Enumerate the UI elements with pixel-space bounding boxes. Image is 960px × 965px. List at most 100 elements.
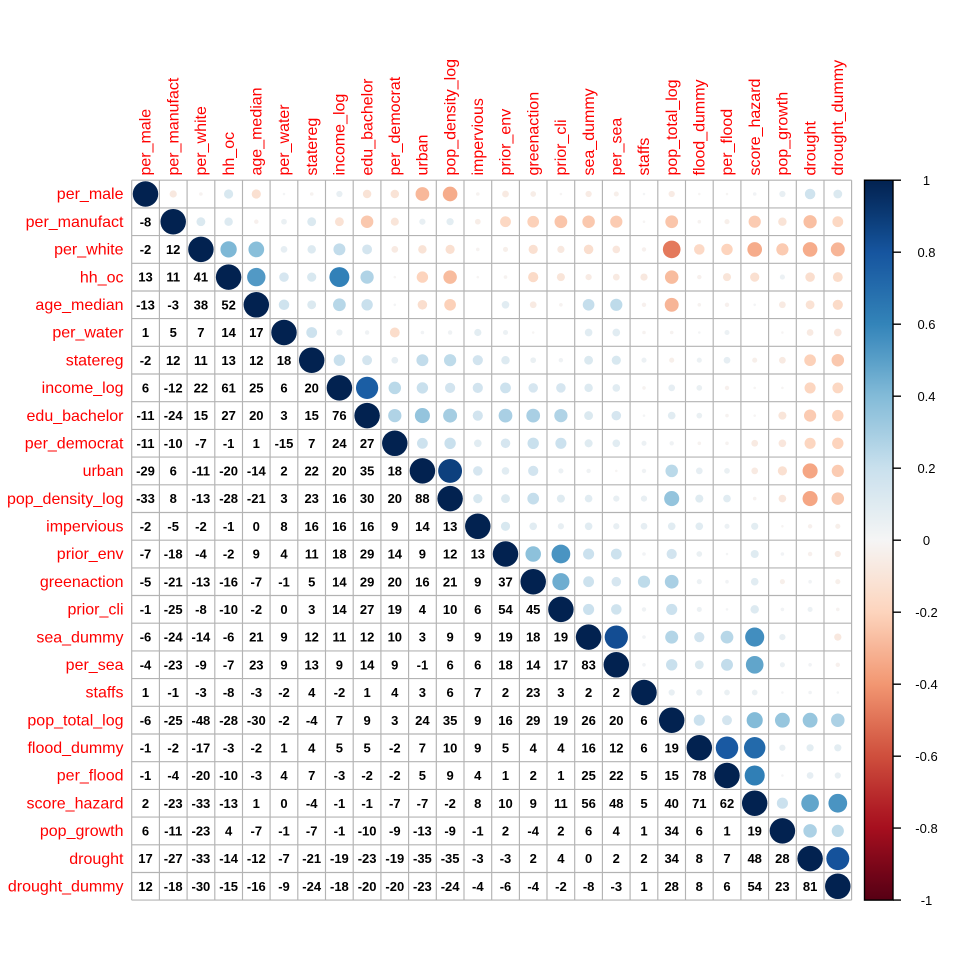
svg-text:5: 5 [170,325,177,340]
svg-text:38: 38 [194,297,208,312]
svg-text:35: 35 [360,464,374,479]
svg-text:2: 2 [530,768,537,783]
svg-text:6: 6 [723,879,730,894]
svg-text:27: 27 [360,602,374,617]
svg-text:18: 18 [498,657,512,672]
svg-text:11: 11 [333,630,347,645]
svg-text:0: 0 [923,533,930,548]
svg-text:52: 52 [221,297,235,312]
svg-text:-21: -21 [164,574,183,589]
svg-text:11: 11 [166,270,180,285]
svg-text:-2: -2 [167,740,179,755]
svg-text:hh_oc: hh_oc [221,132,238,176]
svg-text:-20: -20 [385,879,404,894]
svg-text:9: 9 [530,796,537,811]
svg-text:-3: -3 [223,740,235,755]
svg-text:5: 5 [363,740,370,755]
svg-text:-8: -8 [140,214,152,229]
svg-text:per_white: per_white [54,242,123,259]
svg-text:edu_bachelor: edu_bachelor [27,408,125,425]
svg-text:4: 4 [225,824,233,839]
svg-text:-12: -12 [247,851,266,866]
svg-text:16: 16 [498,713,512,728]
svg-text:1: 1 [923,173,930,188]
svg-text:9: 9 [446,768,453,783]
svg-text:flood_dummy: flood_dummy [27,740,123,757]
svg-text:7: 7 [336,713,343,728]
svg-text:6: 6 [474,657,481,672]
svg-text:7: 7 [308,436,315,451]
svg-text:urban: urban [415,135,432,176]
svg-text:score_hazard: score_hazard [747,79,764,176]
svg-text:-9: -9 [389,824,401,839]
svg-text:35: 35 [443,713,457,728]
svg-text:9: 9 [474,630,481,645]
svg-text:-25: -25 [164,602,183,617]
svg-text:7: 7 [474,685,481,700]
svg-text:per_sea: per_sea [609,118,626,176]
svg-text:2: 2 [502,685,509,700]
svg-text:6: 6 [170,464,177,479]
svg-text:4: 4 [280,768,288,783]
svg-text:4: 4 [308,740,316,755]
svg-text:1: 1 [640,879,647,894]
svg-text:-3: -3 [195,685,207,700]
svg-text:-7: -7 [195,436,207,451]
svg-text:-10: -10 [219,602,238,617]
svg-text:age_median: age_median [35,297,123,314]
svg-text:41: 41 [194,270,208,285]
svg-text:-21: -21 [247,491,266,506]
svg-text:-2: -2 [389,768,401,783]
svg-text:4: 4 [419,602,427,617]
svg-text:-20: -20 [219,464,238,479]
svg-text:pop_growth: pop_growth [40,823,124,840]
svg-text:-3: -3 [611,879,623,894]
svg-text:-19: -19 [330,851,349,866]
svg-text:0.2: 0.2 [917,461,935,476]
svg-text:-0.6: -0.6 [915,749,937,764]
svg-text:13: 13 [221,353,235,368]
svg-text:18: 18 [526,630,540,645]
svg-text:12: 12 [166,242,180,257]
svg-text:78: 78 [692,768,706,783]
svg-text:greenaction: greenaction [40,574,124,591]
svg-text:6: 6 [142,381,149,396]
svg-text:impervious: impervious [46,519,123,536]
svg-text:-15: -15 [219,879,238,894]
svg-text:-1: -1 [334,824,346,839]
svg-text:-9: -9 [278,879,290,894]
svg-text:13: 13 [138,270,152,285]
svg-text:-1: -1 [223,519,235,534]
svg-text:-33: -33 [192,851,211,866]
svg-text:-24: -24 [302,879,322,894]
svg-text:11: 11 [554,796,568,811]
svg-text:pop_total_log: pop_total_log [27,712,123,729]
svg-text:9: 9 [336,657,343,672]
svg-text:-6: -6 [140,713,152,728]
svg-text:24: 24 [415,713,430,728]
svg-text:-14: -14 [247,464,267,479]
svg-text:-3: -3 [472,851,484,866]
svg-text:6: 6 [280,381,287,396]
svg-text:per_water: per_water [52,325,124,342]
svg-text:22: 22 [304,464,318,479]
svg-text:6: 6 [640,713,647,728]
svg-text:-5: -5 [140,574,152,589]
svg-text:4: 4 [613,824,621,839]
svg-text:-4: -4 [306,796,318,811]
svg-text:-4: -4 [195,547,207,562]
svg-text:income_log: income_log [332,94,349,176]
svg-text:1: 1 [640,824,647,839]
svg-text:greenaction: greenaction [525,92,542,176]
svg-text:8: 8 [696,851,703,866]
svg-text:-4: -4 [472,879,484,894]
svg-text:-8: -8 [195,602,207,617]
svg-text:drought: drought [802,121,819,176]
svg-text:-2: -2 [278,713,290,728]
svg-text:7: 7 [308,768,315,783]
svg-text:-12: -12 [164,381,183,396]
svg-text:-7: -7 [223,657,235,672]
svg-text:-10: -10 [358,824,377,839]
svg-text:11: 11 [194,353,208,368]
svg-text:per_male: per_male [57,186,124,203]
